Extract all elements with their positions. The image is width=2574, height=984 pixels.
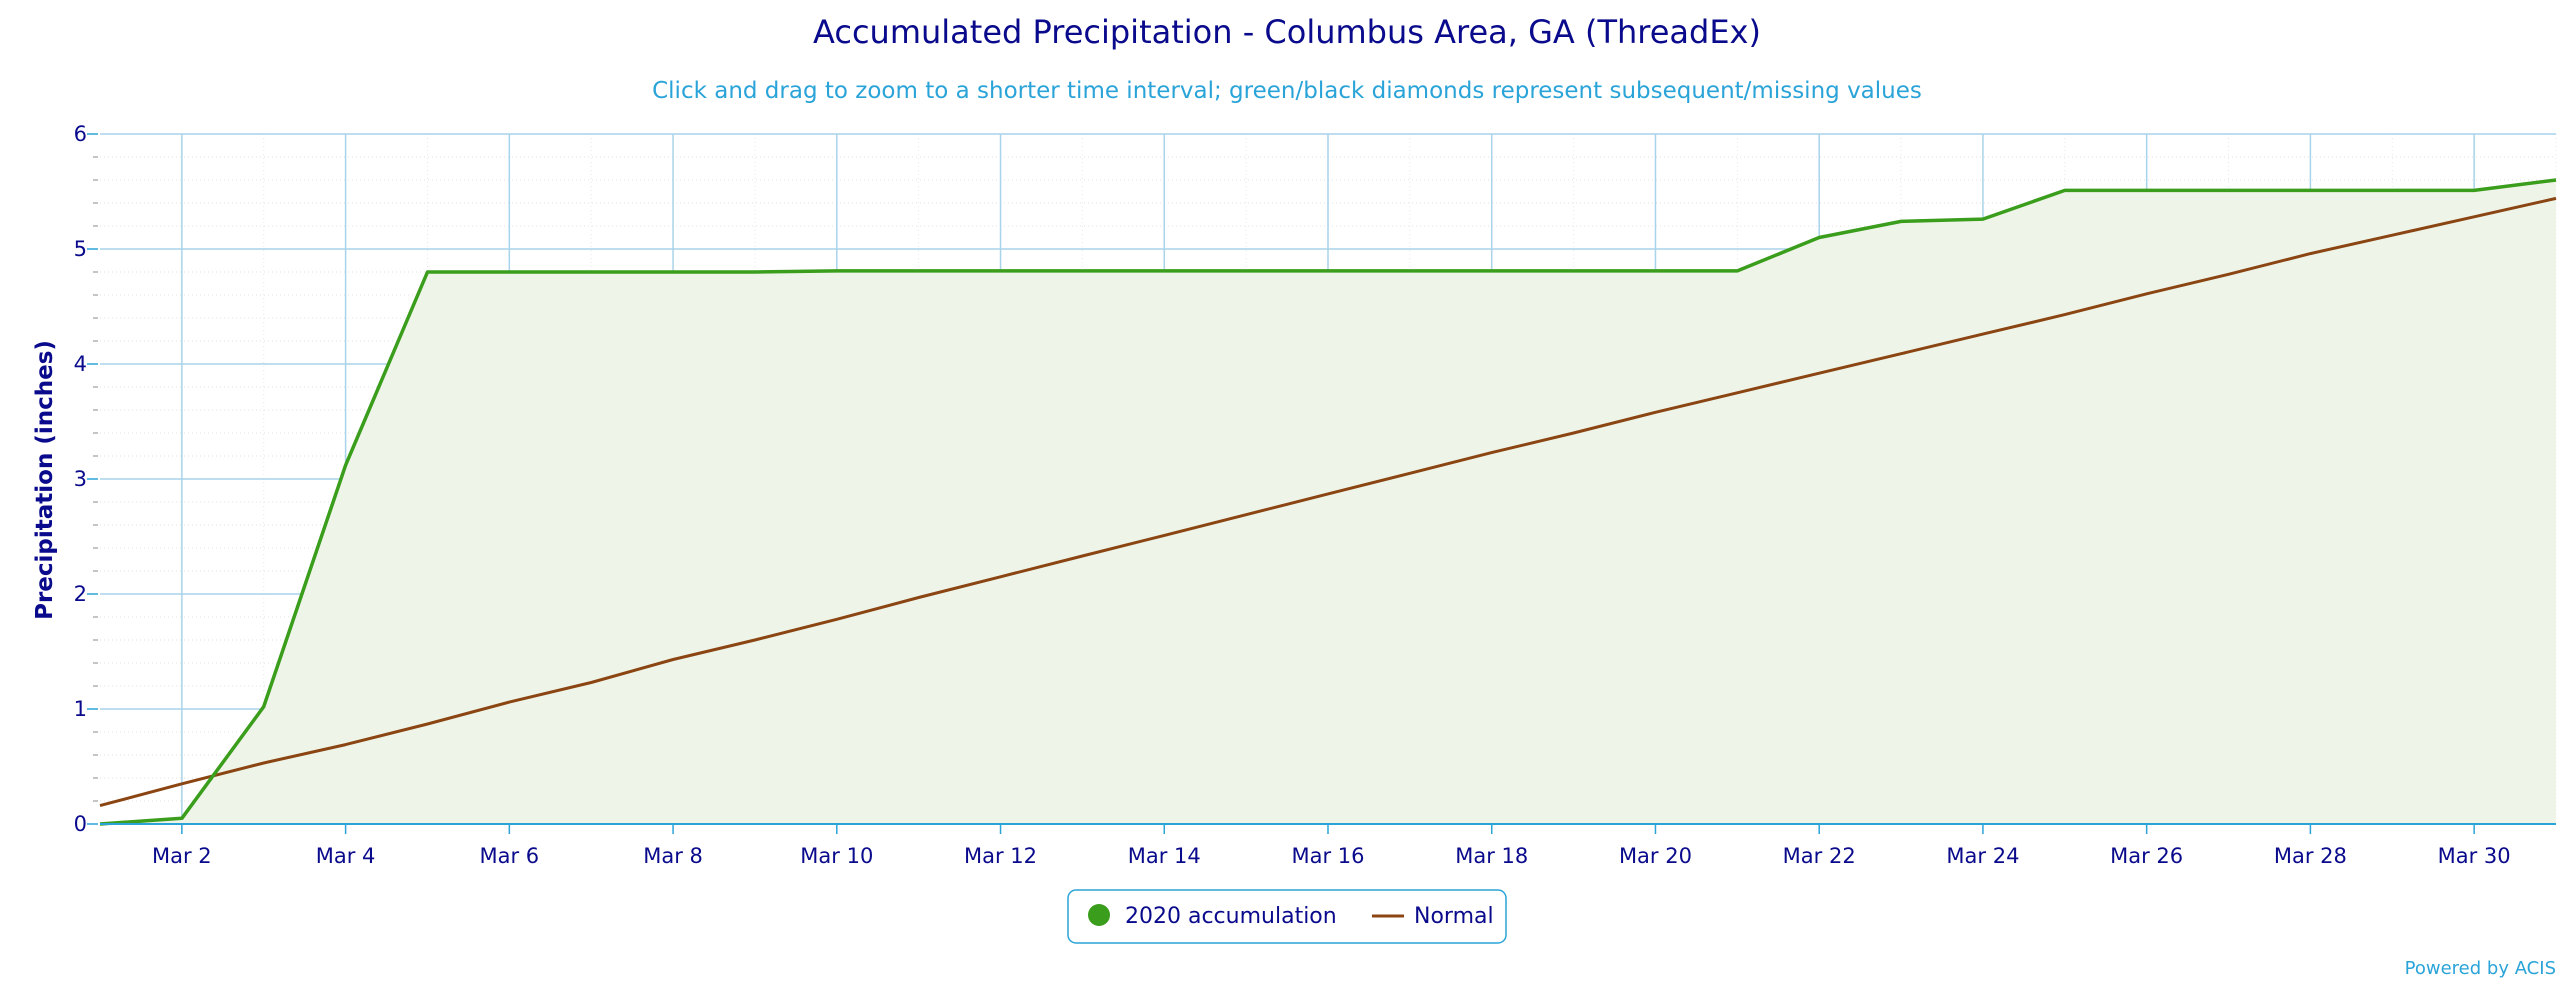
x-tick-label: Mar 16 — [1291, 844, 1364, 868]
powered-by-credit[interactable]: Powered by ACIS — [2405, 958, 2556, 979]
x-tick-label: Mar 4 — [316, 844, 376, 868]
x-tick-label: Mar 8 — [643, 844, 703, 868]
y-tick-label: 4 — [74, 352, 87, 376]
plot-area[interactable] — [99, 178, 2557, 826]
x-tick-label: Mar 28 — [2274, 844, 2347, 868]
x-tick-label: Mar 2 — [152, 844, 212, 868]
x-tick-label: Mar 24 — [1946, 844, 2019, 868]
chart-subtitle: Click and drag to zoom to a shorter time… — [652, 78, 1922, 104]
legend-label-normal: Normal — [1414, 904, 1494, 929]
y-tick-label: 2 — [74, 582, 87, 606]
x-tick-label: Mar 6 — [479, 844, 539, 868]
y-tick-label: 0 — [74, 812, 87, 836]
x-tick-label: Mar 14 — [1128, 844, 1201, 868]
y-axis-title: Precipitation (inches) — [32, 340, 58, 620]
x-tick-label: Mar 22 — [1783, 844, 1856, 868]
series-2020-accumulation-area — [100, 180, 2556, 824]
y-tick-label: 5 — [74, 237, 87, 261]
legend-box — [1067, 889, 1507, 944]
legend-item-normal[interactable]: Normal — [1372, 904, 1494, 929]
y-tick-label: 6 — [74, 122, 87, 146]
x-tick-label: Mar 10 — [800, 844, 873, 868]
legend-item-2020-accumulation[interactable]: 2020 accumulation — [1088, 904, 1337, 929]
legend-marker-circle-icon — [1088, 904, 1110, 926]
x-tick-label: Mar 20 — [1619, 844, 1692, 868]
x-tick-label: Mar 26 — [2110, 844, 2183, 868]
series-normal-line[interactable] — [99, 196, 2557, 808]
axes: 0 1 2 3 4 5 6 Mar 2 Mar 4 Mar 6 Mar 8 Mar 10 Mar 12 M… — [74, 122, 2556, 868]
x-tick-label: Mar 30 — [2438, 844, 2511, 868]
legend-label-2020-accumulation: 2020 accumulation — [1125, 904, 1337, 929]
y-tick-label: 1 — [74, 697, 87, 721]
x-tick-label: Mar 18 — [1455, 844, 1528, 868]
y-tick-label: 3 — [74, 467, 87, 491]
series-2020-accumulation-line[interactable] — [99, 178, 2557, 826]
x-tick-label: Mar 12 — [964, 844, 1037, 868]
legend[interactable]: 2020 accumulation Normal — [1067, 889, 1507, 944]
chart-title: Accumulated Precipitation - Columbus Are… — [813, 13, 1761, 51]
